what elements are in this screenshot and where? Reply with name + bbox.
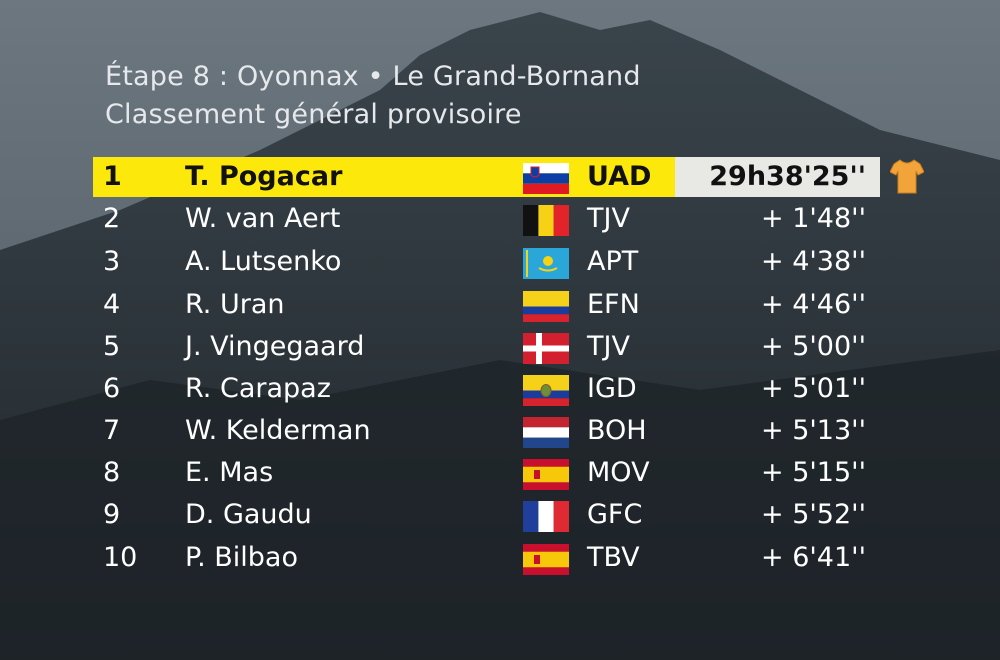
rank: 7 [103, 415, 121, 446]
rider-name: E. Mas [185, 457, 274, 488]
standings-row: 10 P. Bilbao TBV + 6'41'' [93, 538, 880, 578]
spain-flag-icon [523, 459, 569, 490]
rider-name: R. Uran [185, 289, 285, 320]
standings-row: 8 E. Mas MOV + 5'15'' [93, 453, 880, 493]
team-code: GFC [587, 499, 643, 530]
standings-row: 5 J. Vingegaard TJV + 5'00'' [93, 327, 880, 367]
team-code: IGD [587, 373, 637, 404]
kazakhstan-flag-icon [523, 248, 569, 279]
team-code: BOH [587, 415, 647, 446]
rank: 10 [103, 542, 138, 573]
france-flag-icon [523, 501, 569, 532]
time-gap: + 5'15'' [760, 457, 866, 488]
rider-name: W. Kelderman [185, 415, 371, 446]
team-code: TJV [587, 203, 630, 234]
overall-time: 29h38'25'' [709, 161, 866, 192]
rank: 5 [103, 331, 121, 362]
denmark-flag-icon [523, 333, 569, 364]
slovenia-flag-icon [523, 163, 569, 194]
graphic-header: Étape 8 : Oyonnax • Le Grand-Bornand Cla… [105, 58, 641, 134]
yellow-jersey-icon [890, 159, 924, 194]
stage-title: Étape 8 : Oyonnax • Le Grand-Bornand [105, 61, 641, 92]
time-gap: + 5'00'' [760, 331, 866, 362]
time-gap: + 5'52'' [760, 499, 866, 530]
rank: 6 [103, 373, 121, 404]
rank: 9 [103, 499, 121, 530]
team-code: TBV [587, 542, 640, 573]
rider-name: D. Gaudu [185, 499, 312, 530]
rank: 4 [103, 289, 121, 320]
team-code: MOV [587, 457, 650, 488]
rider-name: A. Lutsenko [185, 246, 342, 277]
rider-name: T. Pogacar [185, 161, 343, 192]
standings-row-leader: 1 T. Pogacar UAD 29h38'25'' [93, 157, 880, 197]
standings-row: 6 R. Carapaz IGD + 5'01'' [93, 369, 880, 409]
standings-row: 3 A. Lutsenko APT + 4'38'' [93, 242, 880, 282]
rank: 3 [103, 246, 121, 277]
rider-name: R. Carapaz [185, 373, 331, 404]
leader-time-box [675, 157, 880, 197]
team-code: EFN [587, 289, 640, 320]
time-gap: + 5'13'' [760, 415, 866, 446]
rider-name: W. van Aert [185, 203, 341, 234]
classification-title: Classement général provisoire [105, 99, 522, 130]
team-code: UAD [587, 161, 652, 192]
standings-row: 7 W. Kelderman BOH + 5'13'' [93, 411, 880, 451]
rank: 8 [103, 457, 121, 488]
ecuador-flag-icon [523, 375, 569, 406]
time-gap: + 4'38'' [760, 246, 866, 277]
standings-row: 4 R. Uran EFN + 4'46'' [93, 285, 880, 325]
time-gap: + 4'46'' [760, 289, 866, 320]
team-code: APT [587, 246, 639, 277]
time-gap: + 6'41'' [760, 542, 866, 573]
standings-row: 9 D. Gaudu GFC + 5'52'' [93, 495, 880, 535]
colombia-flag-icon [523, 291, 569, 322]
rider-name: J. Vingegaard [185, 331, 365, 362]
rider-name: P. Bilbao [185, 542, 298, 573]
time-gap: + 5'01'' [760, 373, 866, 404]
spain-flag-icon [523, 544, 569, 575]
team-code: TJV [587, 331, 630, 362]
belgium-flag-icon [523, 205, 569, 236]
netherlands-flag-icon [523, 417, 569, 448]
standings-row: 2 W. van Aert TJV + 1'48'' [93, 199, 880, 239]
rank: 1 [103, 161, 122, 192]
time-gap: + 1'48'' [760, 203, 866, 234]
rank: 2 [103, 203, 121, 234]
